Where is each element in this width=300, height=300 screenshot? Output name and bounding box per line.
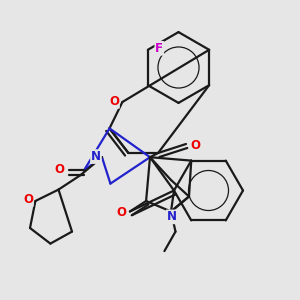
Text: O: O bbox=[109, 95, 119, 108]
Text: N: N bbox=[91, 150, 101, 163]
Text: O: O bbox=[23, 193, 33, 206]
Text: N: N bbox=[167, 210, 177, 224]
Text: O: O bbox=[116, 206, 126, 220]
Text: F: F bbox=[155, 42, 163, 55]
Text: O: O bbox=[190, 139, 200, 152]
Text: O: O bbox=[54, 163, 64, 176]
